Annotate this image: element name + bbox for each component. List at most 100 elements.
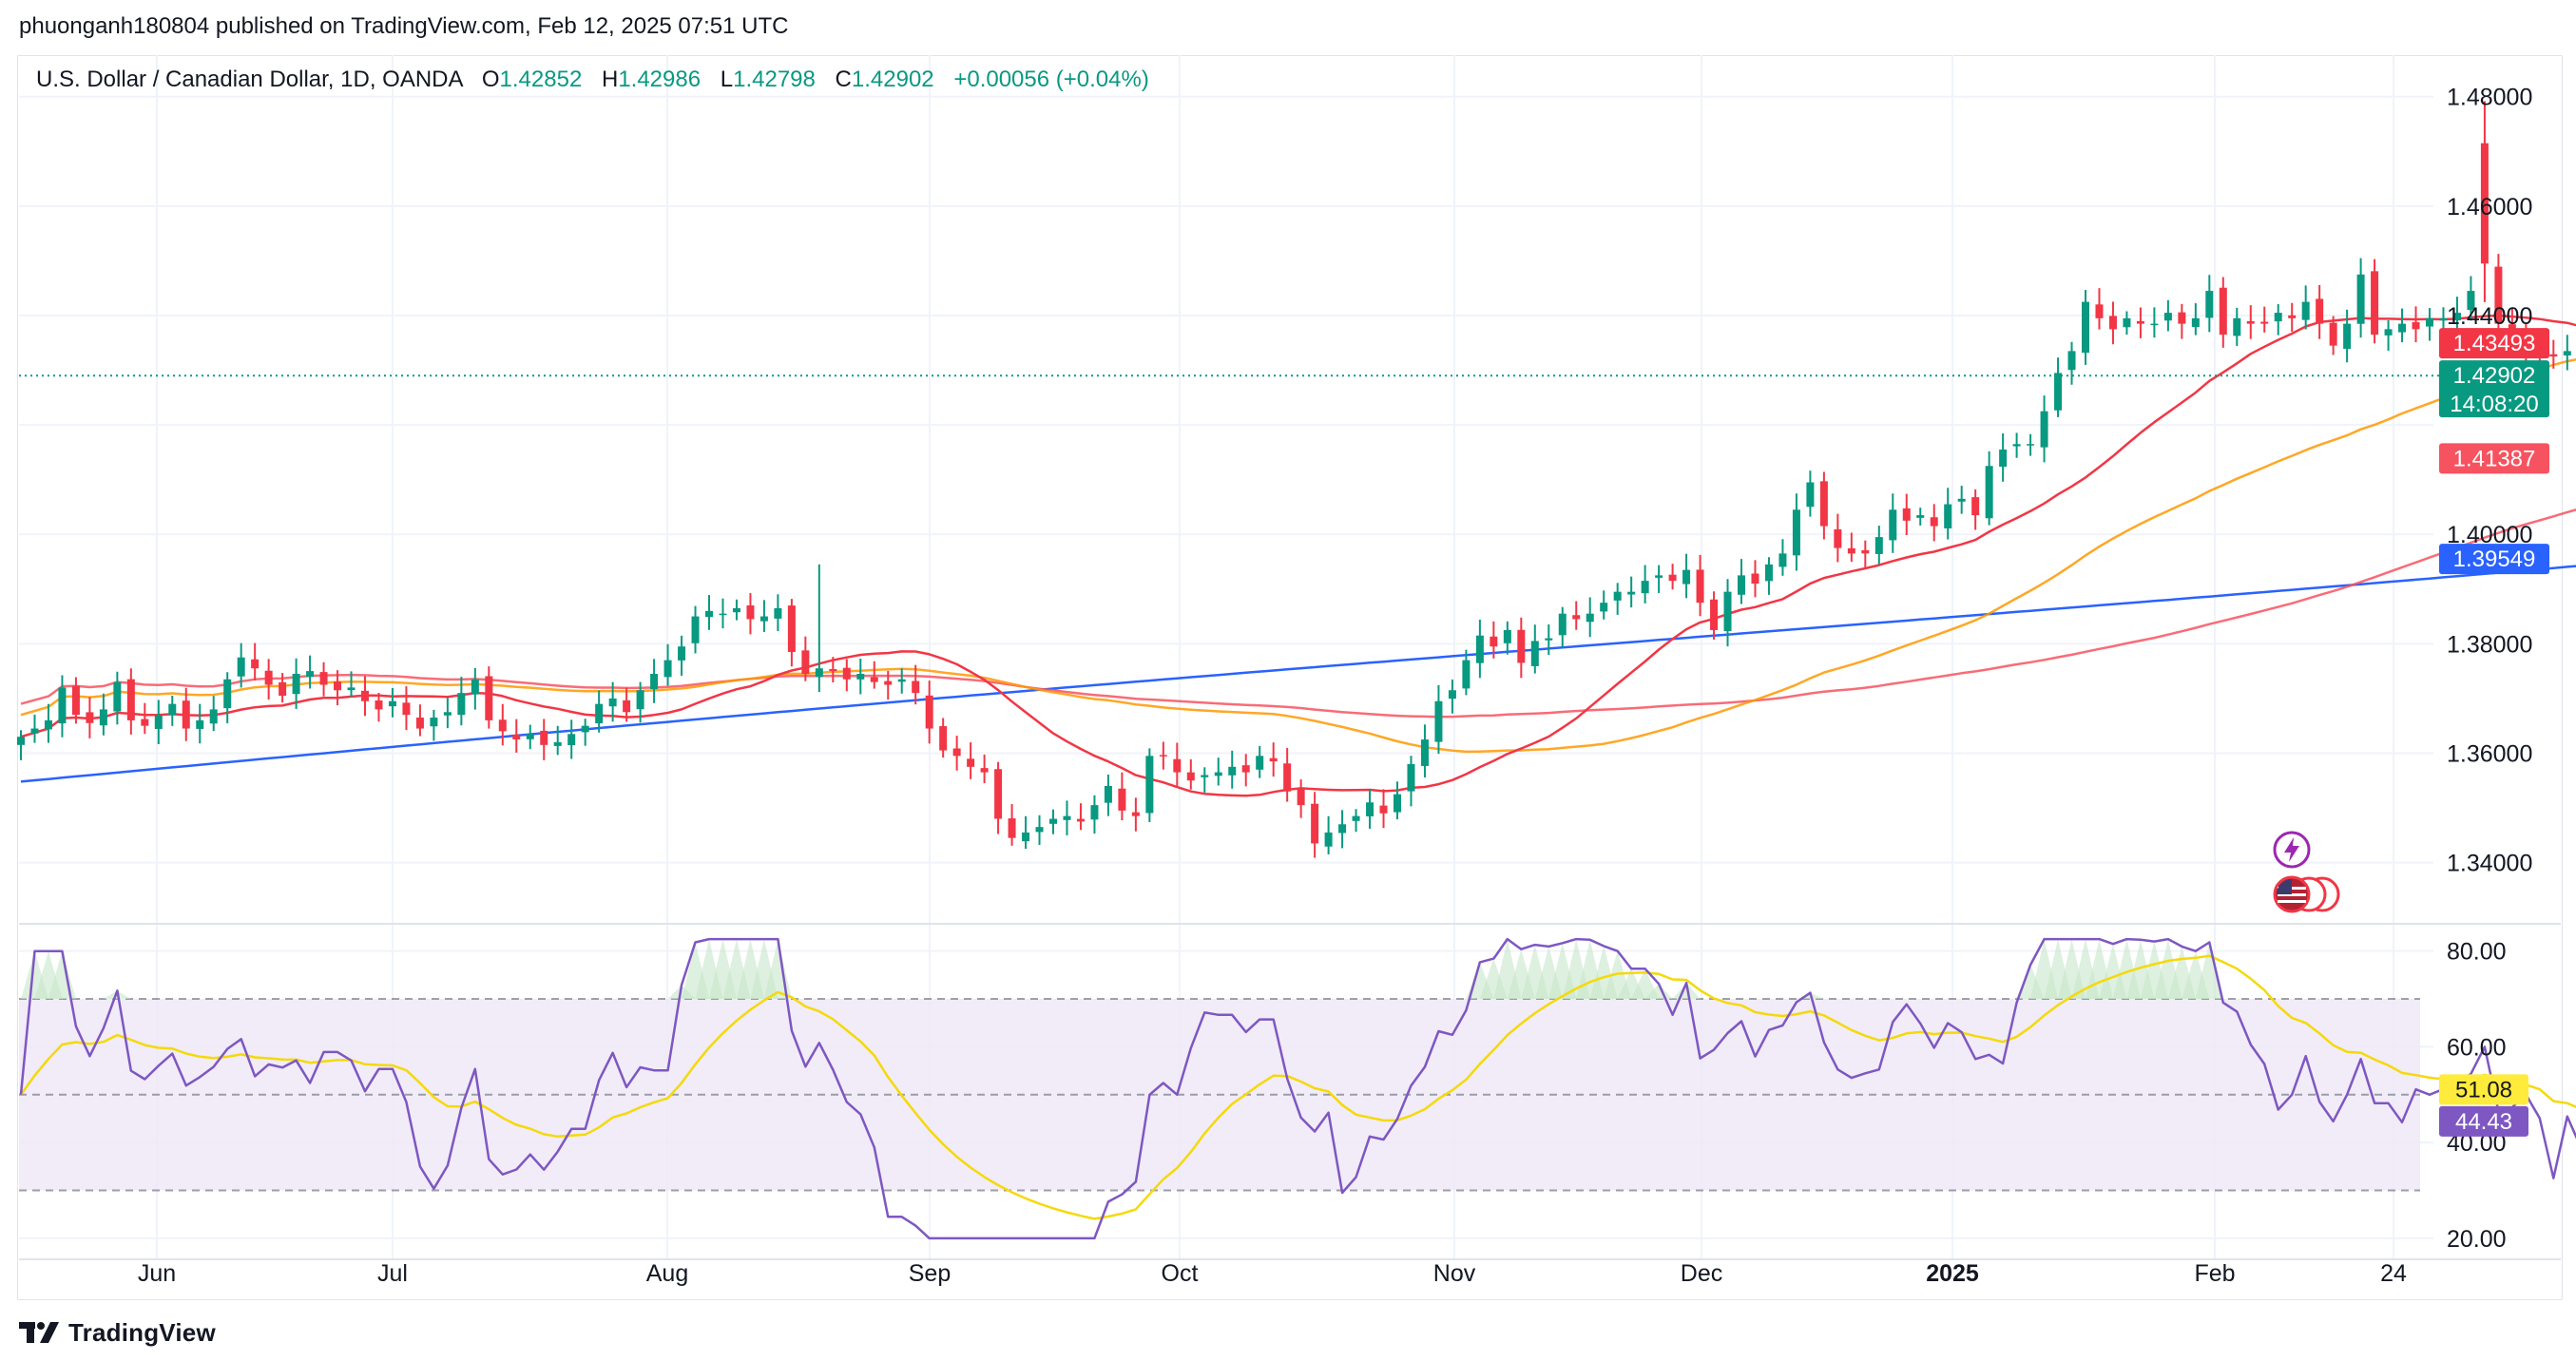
ma200-price-badge[interactable]: 1.39549: [2439, 544, 2549, 575]
symbol-title[interactable]: U.S. Dollar / Canadian Dollar, 1D, OANDA: [36, 67, 463, 92]
candle-body[interactable]: [182, 700, 190, 729]
candle-body[interactable]: [2095, 304, 2104, 318]
candle-body[interactable]: [2246, 320, 2255, 324]
candle-body[interactable]: [306, 671, 315, 678]
candle-body[interactable]: [1874, 537, 1883, 554]
candle-body[interactable]: [1668, 574, 1677, 582]
candle-body[interactable]: [415, 717, 424, 729]
candle-body[interactable]: [2439, 317, 2448, 321]
candle-body[interactable]: [581, 725, 589, 733]
candle-body[interactable]: [1517, 629, 1526, 663]
candle-body[interactable]: [2054, 373, 2063, 411]
candle-body[interactable]: [2012, 444, 2021, 447]
candle-body[interactable]: [402, 702, 411, 716]
candle-body[interactable]: [842, 667, 851, 680]
candle-body[interactable]: [2452, 313, 2461, 321]
candle-body[interactable]: [678, 646, 686, 661]
candle-body[interactable]: [829, 669, 837, 672]
candle-body[interactable]: [663, 660, 672, 678]
candle-body[interactable]: [2480, 143, 2489, 264]
candle-body[interactable]: [1394, 794, 1401, 813]
candle-body[interactable]: [223, 679, 232, 709]
candle-body[interactable]: [2316, 298, 2324, 324]
candle-body[interactable]: [251, 659, 260, 669]
candle-body[interactable]: [1558, 613, 1567, 636]
candle-body[interactable]: [1131, 812, 1140, 816]
candle-body[interactable]: [2027, 444, 2035, 446]
candle-body[interactable]: [1076, 818, 1085, 822]
rsi-badge[interactable]: 44.43: [2439, 1105, 2528, 1137]
candle-body[interactable]: [801, 650, 810, 674]
candle-body[interactable]: [2329, 322, 2337, 346]
candle-body[interactable]: [815, 668, 823, 678]
candle-body[interactable]: [2467, 291, 2475, 311]
candle-body[interactable]: [1682, 569, 1691, 585]
candle-body[interactable]: [1985, 466, 1993, 519]
candle-body[interactable]: [1228, 766, 1237, 776]
candle-body[interactable]: [1448, 690, 1456, 700]
candle-body[interactable]: [443, 712, 452, 716]
candle-body[interactable]: [279, 681, 287, 697]
candle-body[interactable]: [1173, 758, 1182, 773]
candle-body[interactable]: [1586, 613, 1594, 623]
candle-body[interactable]: [1778, 553, 1787, 567]
candle-body[interactable]: [58, 687, 67, 724]
candle-body[interactable]: [1434, 700, 1443, 742]
candle-body[interactable]: [759, 616, 768, 622]
candle-body[interactable]: [732, 607, 740, 613]
candle-body[interactable]: [209, 709, 218, 724]
candle-body[interactable]: [292, 673, 300, 695]
candle-body[interactable]: [1530, 641, 1539, 666]
lightning-icon[interactable]: [2272, 830, 2312, 870]
candle-body[interactable]: [1008, 818, 1016, 838]
candle-body[interactable]: [113, 681, 122, 712]
candle-body[interactable]: [99, 709, 107, 726]
candle-body[interactable]: [1627, 591, 1636, 595]
last-price-badge[interactable]: 1.42902 14:08:20: [2439, 360, 2549, 418]
candle-body[interactable]: [237, 657, 245, 677]
candle-body[interactable]: [719, 613, 727, 616]
candle-body[interactable]: [1475, 635, 1484, 663]
candle-body[interactable]: [430, 718, 438, 727]
candle-body[interactable]: [196, 719, 204, 729]
candle-body[interactable]: [939, 726, 948, 751]
candle-body[interactable]: [870, 677, 878, 682]
candle-body[interactable]: [2549, 354, 2558, 357]
candle-body[interactable]: [1490, 636, 1498, 647]
candle-body[interactable]: [1503, 629, 1511, 643]
candle-body[interactable]: [2398, 323, 2407, 333]
candle-body[interactable]: [1338, 824, 1347, 834]
candle-body[interactable]: [30, 728, 39, 734]
candle-body[interactable]: [1710, 599, 1719, 630]
candle-body[interactable]: [1999, 449, 2008, 468]
candle-body[interactable]: [1792, 509, 1800, 556]
candle-body[interactable]: [650, 673, 659, 690]
ma100-price-badge[interactable]: 1.41387: [2439, 443, 2549, 474]
candle-body[interactable]: [1696, 569, 1704, 604]
candle-body[interactable]: [1063, 815, 1071, 820]
candle-body[interactable]: [2426, 317, 2433, 327]
candle-body[interactable]: [44, 719, 52, 730]
candle-body[interactable]: [1572, 615, 1581, 620]
candle-body[interactable]: [86, 712, 94, 723]
candle-body[interactable]: [1751, 573, 1759, 585]
candle-body[interactable]: [884, 680, 893, 685]
candle-body[interactable]: [1159, 755, 1167, 757]
candle-body[interactable]: [608, 698, 617, 707]
candle-body[interactable]: [1283, 763, 1292, 792]
candle-body[interactable]: [2494, 266, 2503, 324]
candle-body[interactable]: [2412, 321, 2420, 330]
candle-body[interactable]: [1104, 785, 1112, 803]
candle-body[interactable]: [1241, 765, 1250, 773]
candle-body[interactable]: [126, 679, 135, 720]
candle-body[interactable]: [388, 700, 396, 707]
candle-body[interactable]: [540, 730, 548, 745]
ma20-price-badge[interactable]: 1.43493: [2439, 328, 2549, 359]
candle-body[interactable]: [154, 715, 163, 729]
candle-body[interactable]: [980, 768, 989, 773]
candle-body[interactable]: [526, 734, 534, 739]
candle-body[interactable]: [1311, 803, 1319, 844]
candle-body[interactable]: [897, 679, 906, 682]
candle-body[interactable]: [912, 680, 920, 694]
candle-body[interactable]: [498, 719, 507, 732]
